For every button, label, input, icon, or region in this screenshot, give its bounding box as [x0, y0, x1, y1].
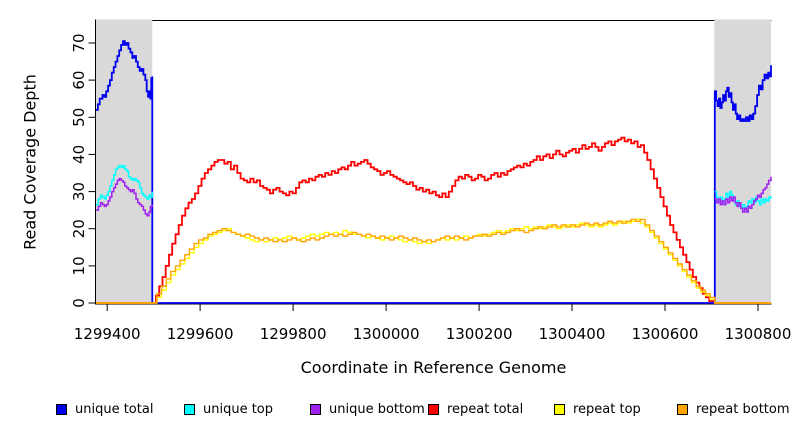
- x-tick-label: 1299800: [260, 325, 327, 343]
- legend-item-repeat-top: repeat top: [554, 400, 641, 418]
- shaded-region: [96, 19, 153, 304]
- series-unique-total: [96, 40, 772, 304]
- legend-item-unique-bottom: unique bottom: [310, 400, 425, 418]
- repeat-top-swatch-icon: [554, 403, 565, 415]
- y-tick-label: 10: [70, 256, 88, 275]
- legend-label: repeat bottom: [696, 401, 790, 417]
- x-tick-label: 1300400: [539, 325, 606, 343]
- series-unique-top: [714, 190, 772, 211]
- repeat-total-swatch-icon: [428, 403, 439, 415]
- y-tick-label: 50: [70, 108, 88, 127]
- legend-label: repeat top: [573, 401, 641, 417]
- y-tick-label: 70: [70, 33, 88, 52]
- x-tick-label: 1300000: [353, 325, 420, 343]
- legend-item-repeat-total: repeat total: [428, 400, 523, 418]
- series-unique-top: [96, 164, 154, 206]
- x-axis-title: Coordinate in Reference Genome: [300, 358, 567, 377]
- legend-label: repeat total: [447, 401, 524, 417]
- legend-label: unique total: [75, 401, 154, 417]
- legend-item-repeat-bottom: repeat bottom: [677, 400, 790, 418]
- series-unique-bottom: [714, 176, 772, 213]
- legend-item-unique-total: unique total: [56, 400, 153, 418]
- coverage-chart-canvas: 1299400 1299600 1299800 1300000 1300200 13004…: [70, 19, 792, 343]
- legend-item-unique-top: unique top: [184, 400, 273, 418]
- series-unique-bottom: [96, 177, 154, 217]
- series-repeat-total: [96, 136, 771, 304]
- unique-top-swatch-icon: [184, 403, 195, 415]
- chart-legend: unique total unique top unique bottom re…: [0, 400, 792, 420]
- series-repeat-bottom: [96, 218, 771, 304]
- y-tick-label: 0: [70, 298, 88, 308]
- y-tick-label: 40: [70, 145, 88, 164]
- unique-total-swatch-icon: [56, 403, 67, 415]
- series-repeat-top: [96, 218, 771, 304]
- repeat-bottom-swatch-icon: [677, 403, 688, 415]
- x-tick-label: 1299600: [167, 325, 234, 343]
- legend-label: unique top: [203, 401, 274, 417]
- y-tick-label: 30: [70, 182, 88, 201]
- legend-label: unique bottom: [329, 401, 425, 417]
- x-tick-label: 1299400: [74, 325, 141, 343]
- y-tick-label: 20: [70, 219, 88, 238]
- unique-bottom-swatch-icon: [310, 403, 321, 415]
- x-tick-label: 1300600: [632, 325, 699, 343]
- x-tick-label: 1300800: [725, 325, 792, 343]
- y-tick-label: 60: [70, 71, 88, 90]
- shaded-region: [714, 19, 771, 304]
- x-tick-label: 1300200: [446, 325, 513, 343]
- y-axis-title: Read Coverage Depth: [20, 74, 40, 250]
